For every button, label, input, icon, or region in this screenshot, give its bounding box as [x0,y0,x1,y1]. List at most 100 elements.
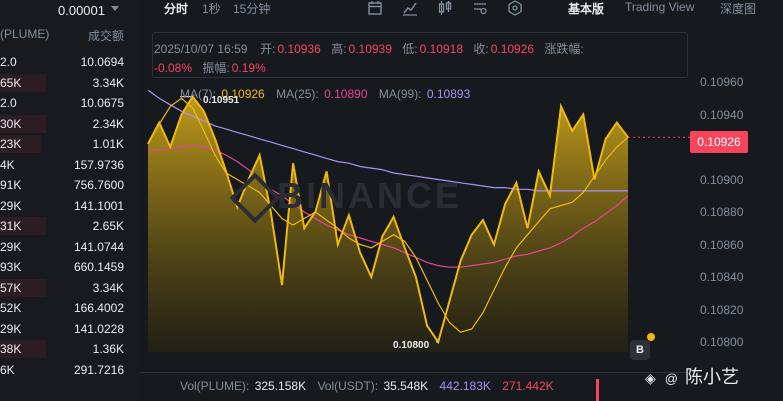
view-tradingview[interactable]: Trading View [625,0,695,14]
orderbook-row[interactable]: 30K 2.34K [0,114,140,134]
orderbook-price: 52K [0,301,22,315]
orderbook-row[interactable]: 2.0 10.0694 [0,52,140,72]
diamond-icon: ◈ [645,370,656,386]
close-label: 收: [473,42,489,56]
tab-time[interactable]: 分时 [164,2,189,16]
orderbook-price: 4K [0,157,15,172]
depth-bar [0,340,47,358]
layers-icon[interactable] [507,0,523,16]
orderbook-row[interactable]: 52K 166.4002 [0,298,140,318]
volume-legend: Vol(PLUME): 325.158K Vol(USDT): 35.548K … [180,379,554,393]
orderbook-price: 30K [0,116,22,131]
ma99-label: MA(99): [378,87,422,101]
vol-usdt-value: 35.548K [383,379,429,393]
depth-bar [0,73,47,92]
orderbook-price: 6K [0,362,15,377]
orderbook-price: 93K [0,260,22,274]
orderbook-price: 2.0 [0,96,17,110]
chart-toolbar: 分时 1秒 15分钟 基本版 Trading View 深度图 [140,0,783,18]
open-label: 开: [260,42,276,56]
ma7-label: MA(7): [180,87,216,101]
candles-icon[interactable] [437,0,453,16]
col-header-price: (PLUME) [0,27,50,41]
ma7-value: 0.10926 [221,87,265,101]
y-tick-label: 0.10940 [700,107,744,122]
depth-bar [0,114,47,133]
order-book-header: 0.00001 [0,0,140,22]
ma99-value: 0.10893 [426,87,471,101]
ma25-value: 0.10890 [324,87,368,101]
price-area [148,96,628,352]
orderbook-volume: 3.34K [92,75,124,90]
orderbook-volume: 1.01K [92,137,124,151]
orderbook-row[interactable]: 57K 3.34K [0,278,140,298]
orderbook-row[interactable]: 31K 2.65K [0,216,140,236]
orderbook-volume: 756.7600 [73,178,124,192]
volume-bar [596,379,599,401]
at-icon: @ [664,371,678,386]
price-chart[interactable] [140,22,783,401]
chart-area[interactable]: BINANCE 2025/10/07 16:59 开: 0.10936 高: 0.1… [140,22,783,401]
high-value: 0.10939 [348,42,392,56]
orderbook-volume: 291.7216 [73,362,124,377]
ma25-label: MA(25): [276,87,319,101]
legend-datetime: 2025/10/07 16:59 [154,42,248,56]
tab-1s[interactable]: 1秒 [202,2,221,16]
y-tick-label: 0.10960 [700,75,744,89]
view-depth[interactable]: 深度图 [720,2,757,16]
orderbook-row[interactable]: 91K 756.7600 [0,175,140,195]
orderbook-price: 38K [0,342,22,356]
orderbook-volume: 10.0694 [80,55,124,69]
orderbook-price: 57K [0,280,22,295]
y-tick-label: 0.10820 [700,302,744,317]
vol-plume-label: Vol(PLUME): [180,379,250,393]
low-value: 0.10918 [419,42,463,56]
close-value: 0.10926 [490,42,535,56]
y-tick-label: 0.10880 [700,205,744,219]
vol-usdt-label: Vol(USDT): [317,379,379,393]
orderbook-row[interactable]: 65K 3.34K [0,73,140,93]
low-label: 低: [402,42,418,56]
tab-15m[interactable]: 15分钟 [233,2,271,16]
tradingview-badge[interactable]: B [630,340,650,360]
orderbook-volume: 2.34K [92,116,124,131]
ohlc-legend [152,32,688,78]
orderbook-row[interactable]: 6K 291.7216 [0,360,140,380]
y-tick-label: 0.10860 [700,237,744,252]
ma-line-MA25 [148,144,629,268]
volume-separator [140,372,688,373]
orderbook-volume: 141.0744 [73,239,124,254]
orderbook-price: 65K [0,75,22,90]
vol-ma2-value: 271.442K [502,379,554,393]
watermark: BINANCE [277,175,463,216]
orderbook-row[interactable]: 38K 1.36K [0,339,140,359]
orderbook-row[interactable]: 29K 141.0744 [0,237,140,257]
orderbook-volume: 660.1459 [73,260,124,274]
calendar-icon[interactable] [367,0,383,16]
amplitude-label: 振幅: [202,61,230,75]
chevron-down-icon[interactable] [111,6,119,11]
ohlc-legend-row2: -0.08% 振幅: 0.19% [154,59,273,76]
orderbook-row[interactable]: 2.0 10.0675 [0,93,140,113]
author-name: 陈小艺 [685,367,740,387]
orderbook-row[interactable]: 4K 157.9736 [0,155,140,175]
orderbook-price: 23K [0,137,22,151]
price-line [147,94,629,345]
view-basic[interactable]: 基本版 [568,2,605,16]
orderbook-volume: 1.36K [92,342,124,356]
amplitude-value: 0.19% [231,61,266,75]
col-header-volume: 成交额 [87,29,124,43]
orderbook-row[interactable]: 93K 660.1459 [0,257,140,277]
indicator-settings-icon[interactable] [472,0,488,16]
change-label: 涨跌幅: [544,42,584,56]
depth-bar [0,217,47,235]
line-chart-icon[interactable] [402,0,418,16]
ohlc-legend-row1: 2025/10/07 16:59 开: 0.10936 高: 0.10939 低: 0… [154,40,586,57]
orderbook-row[interactable]: 29K 141.0228 [0,319,140,339]
precision-select[interactable]: 0.00001 [58,3,105,18]
notification-dot [647,333,655,341]
current-price-tag: 0.10926 [690,131,748,153]
orderbook-row[interactable]: 29K 141.1001 [0,196,140,216]
orderbook-row[interactable]: 23K 1.01K [0,134,140,154]
orderbook-price: 29K [0,198,22,213]
